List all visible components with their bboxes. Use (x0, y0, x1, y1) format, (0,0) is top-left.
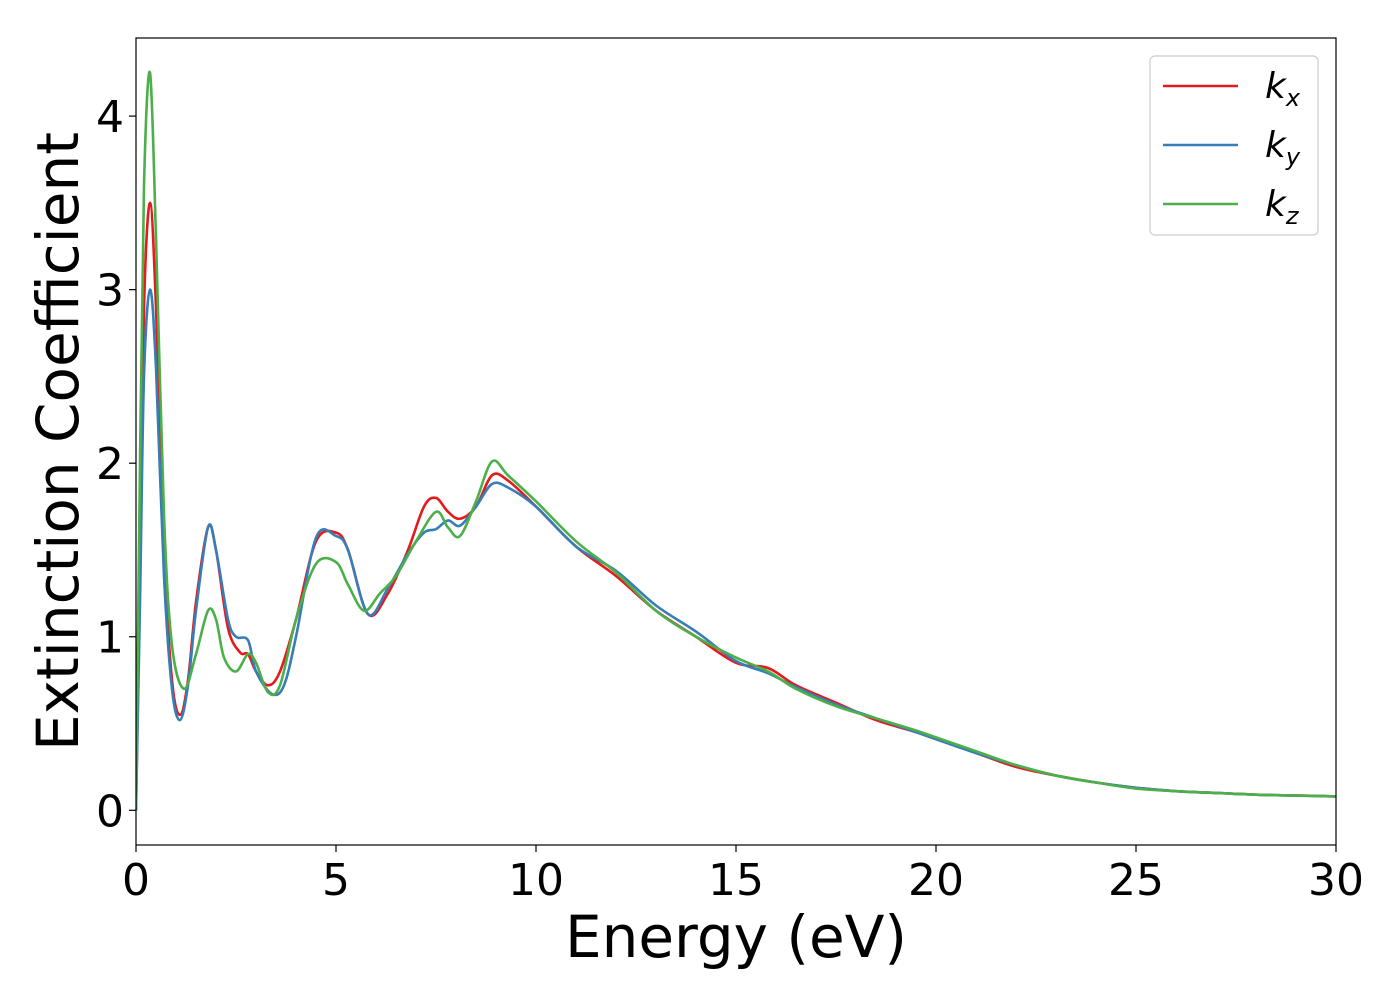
series-line-x (136, 201, 1336, 811)
x-tick-label: 0 (122, 855, 150, 906)
y-axis-ticks: 0 1 2 3 4 (96, 92, 136, 837)
x-tick-label: 30 (1308, 855, 1364, 906)
x-tick-label: 25 (1108, 855, 1164, 906)
series-line-z (136, 70, 1336, 811)
x-axis-ticks: 0 5 10 15 20 25 30 (122, 845, 1364, 906)
legend-label-x: kx (1265, 66, 1301, 112)
series-layer (136, 70, 1336, 811)
x-axis-label: Energy (eV) (565, 903, 907, 971)
series-line-y (136, 288, 1336, 811)
x-tick-label: 10 (508, 855, 564, 906)
y-tick-label: 2 (96, 439, 124, 490)
y-tick-label: 4 (96, 92, 124, 143)
y-tick-label: 1 (96, 613, 124, 664)
legend-label-z: kz (1265, 184, 1300, 230)
x-tick-label: 20 (908, 855, 964, 906)
y-tick-label: 3 (96, 266, 124, 317)
legend: kx ky kz (1149, 55, 1319, 236)
y-tick-label: 0 (96, 786, 124, 837)
legend-label-y: ky (1265, 125, 1301, 171)
x-tick-label: 15 (708, 855, 764, 906)
y-axis-label: Extinction Coefficient (24, 132, 92, 751)
x-tick-label: 5 (322, 855, 350, 906)
